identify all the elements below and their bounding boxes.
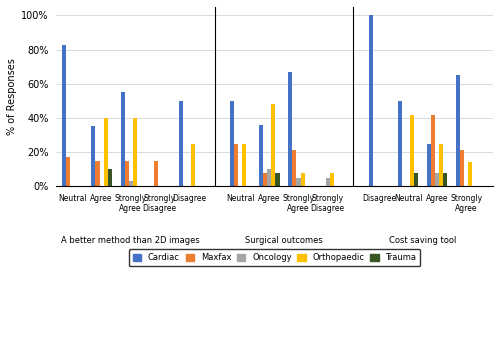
Bar <box>230 101 234 186</box>
Bar <box>440 144 444 186</box>
Bar <box>410 115 414 186</box>
Bar <box>62 44 66 186</box>
Bar <box>398 101 402 186</box>
Bar <box>326 178 330 186</box>
Bar <box>444 173 448 186</box>
Bar <box>300 173 304 186</box>
Text: Cost saving tool: Cost saving tool <box>389 237 456 245</box>
Bar <box>124 161 128 186</box>
Bar <box>456 75 460 186</box>
Bar <box>96 161 100 186</box>
Bar <box>272 104 276 186</box>
Bar <box>268 169 272 186</box>
Bar <box>154 161 158 186</box>
Bar <box>431 115 435 186</box>
Bar <box>234 144 238 186</box>
Bar <box>66 157 70 186</box>
Bar <box>104 118 108 186</box>
Bar <box>276 173 280 186</box>
Bar <box>468 162 472 186</box>
Bar <box>120 92 124 186</box>
Y-axis label: % of Responses: % of Responses <box>7 58 17 135</box>
Bar <box>179 101 183 186</box>
Bar <box>435 173 440 186</box>
Bar <box>292 150 296 186</box>
Text: Surgical outcomes: Surgical outcomes <box>245 237 323 245</box>
Bar <box>296 178 300 186</box>
Bar <box>191 144 195 186</box>
Bar <box>260 125 264 186</box>
Bar <box>369 16 373 186</box>
Bar <box>108 169 112 186</box>
Bar <box>132 118 136 186</box>
Bar <box>264 173 268 186</box>
Text: A better method than 2D images: A better method than 2D images <box>62 237 200 245</box>
Legend: Cardiac, Maxfax, Oncology, Orthopaedic, Trauma: Cardiac, Maxfax, Oncology, Orthopaedic, … <box>129 249 420 266</box>
Bar <box>92 126 96 186</box>
Bar <box>414 173 418 186</box>
Bar <box>242 144 246 186</box>
Bar <box>460 150 464 186</box>
Bar <box>427 144 431 186</box>
Bar <box>330 173 334 186</box>
Bar <box>128 181 132 186</box>
Bar <box>288 72 292 186</box>
